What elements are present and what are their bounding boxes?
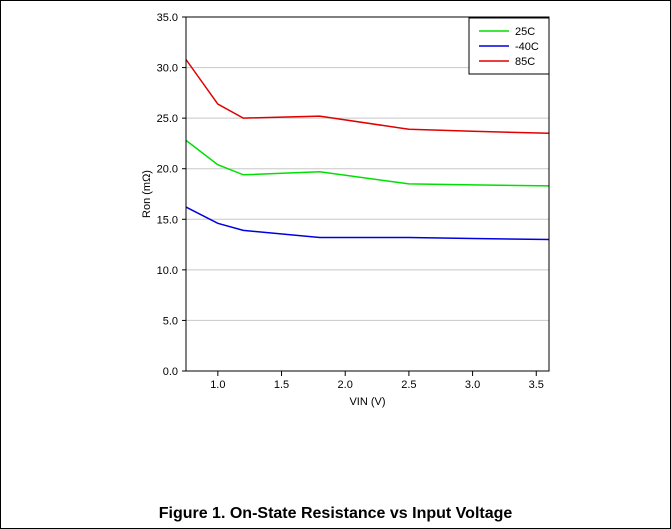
y-tick-label: 0.0 bbox=[163, 366, 178, 378]
y-tick-label: 10.0 bbox=[157, 265, 178, 277]
y-tick-label: 5.0 bbox=[163, 315, 178, 327]
series-line-25c bbox=[185, 139, 550, 187]
x-axis-label: VIN (V) bbox=[349, 396, 385, 408]
x-tick-label: 3.5 bbox=[529, 379, 544, 391]
plot-area bbox=[185, 16, 550, 372]
x-tick-label: 1.5 bbox=[274, 379, 289, 391]
series-line-40c bbox=[185, 206, 550, 241]
legend-label: -40C bbox=[515, 41, 539, 53]
x-tick-label: 1.0 bbox=[210, 379, 225, 391]
figure-caption: Figure 1. On-State Resistance vs Input V… bbox=[158, 505, 513, 522]
x-tick-label: 3.0 bbox=[465, 379, 480, 391]
legend-label: 25C bbox=[515, 26, 535, 38]
series-lines bbox=[185, 59, 550, 241]
x-axis: 1.0 1.5 2.0 2.5 3.0 3.5 bbox=[210, 371, 544, 391]
y-tick-label: 30.0 bbox=[157, 63, 178, 75]
x-tick-label: 2.5 bbox=[401, 379, 416, 391]
y-tick-label: 20.0 bbox=[157, 164, 178, 176]
y-tick-label: 15.0 bbox=[157, 214, 178, 226]
y-tick-label: 25.0 bbox=[157, 113, 178, 125]
series-line-85c bbox=[185, 59, 550, 135]
y-axis: 0.0 5.0 10.0 15.0 20.0 25.0 30.0 35.0 bbox=[157, 12, 186, 378]
x-tick-label: 2.0 bbox=[338, 379, 353, 391]
legend: 25C -40C 85C bbox=[468, 17, 550, 75]
y-axis-label: Ron (mΩ) bbox=[141, 170, 153, 218]
y-tick-label: 35.0 bbox=[157, 12, 178, 24]
grid-lines bbox=[186, 67, 549, 321]
legend-label: 85C bbox=[515, 56, 535, 68]
